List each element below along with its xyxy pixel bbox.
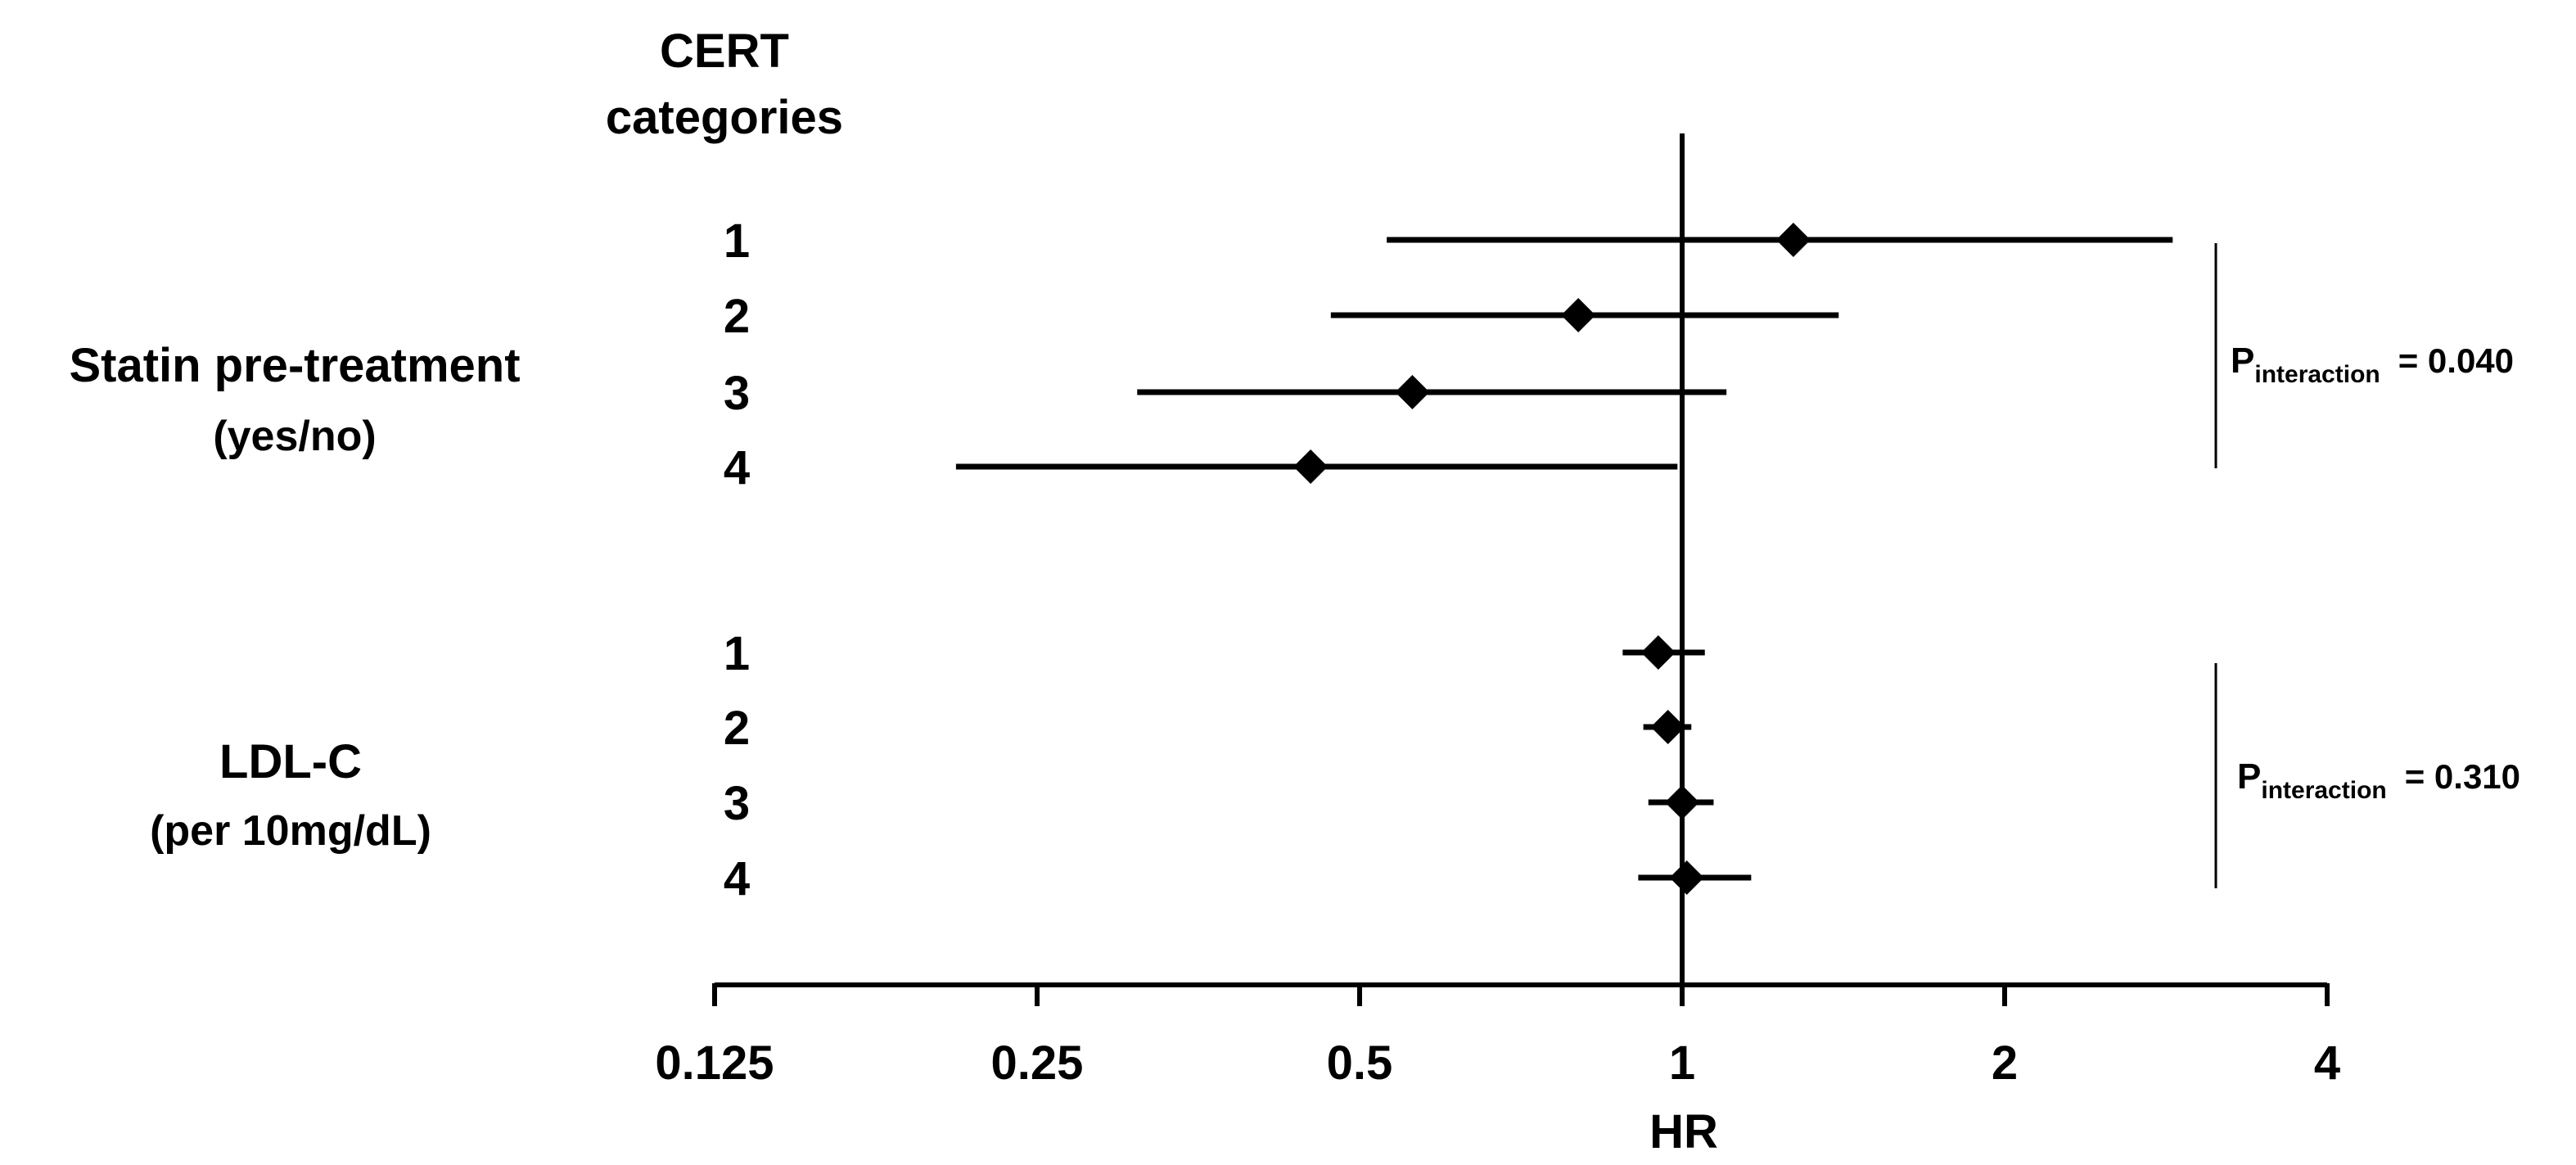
x-axis: 0.125 0.25 0.5 1 2 4 xyxy=(655,982,2340,1090)
p-interaction-ldl-value: = 0.310 xyxy=(2405,757,2520,796)
hazard-ratio-marker xyxy=(1640,635,1676,670)
hazard-ratio-marker xyxy=(1293,449,1329,484)
p-interaction-ldl-subscript: interaction xyxy=(2261,777,2386,804)
category-label: 3 xyxy=(724,777,750,830)
category-label: 3 xyxy=(724,367,750,420)
column-header-line-1: CERT xyxy=(660,25,789,78)
hazard-ratio-marker xyxy=(1561,298,1596,332)
category-label: 1 xyxy=(724,214,750,268)
p-interaction-ldl: Pinteraction = 0.310 xyxy=(2237,756,2520,804)
category-label: 1 xyxy=(724,627,750,680)
p-interaction-statin-value: = 0.040 xyxy=(2398,341,2514,380)
group-label-ldl-line-2: (per 10mg/dL) xyxy=(150,807,431,855)
x-tick-label: 0.5 xyxy=(1327,1036,1393,1090)
hazard-ratio-marker xyxy=(1669,860,1704,895)
p-interaction-statin-subscript: interaction xyxy=(2254,361,2380,388)
x-tick-label: 1 xyxy=(1669,1036,1695,1090)
group-label-ldl-line-1: LDL-C xyxy=(219,735,362,788)
forest-rows: 1 2 3 4 1 2 3 4 xyxy=(724,214,2173,905)
p-interaction-statin: Pinteraction = 0.040 xyxy=(2231,341,2514,388)
x-axis-label: HR xyxy=(1649,1105,1718,1158)
p-interaction-ldl-prefix: P xyxy=(2237,756,2261,797)
category-label: 2 xyxy=(724,290,750,343)
category-label: 2 xyxy=(724,702,750,755)
category-label: 4 xyxy=(724,441,750,494)
x-tick-label: 0.125 xyxy=(655,1036,774,1090)
hazard-ratio-marker xyxy=(1775,223,1811,257)
category-label: 4 xyxy=(724,852,750,905)
group-label-statin-line-1: Statin pre-treatment xyxy=(69,339,520,392)
hazard-ratio-marker xyxy=(1395,375,1430,409)
hazard-ratio-marker xyxy=(1665,785,1699,820)
group-label-statin-line-2: (yes/no) xyxy=(213,413,376,460)
hazard-ratio-marker xyxy=(1650,710,1685,744)
column-header-line-2: categories xyxy=(606,91,843,144)
p-interaction-statin-prefix: P xyxy=(2231,341,2254,381)
x-tick-label: 0.25 xyxy=(991,1036,1084,1090)
x-tick-label: 2 xyxy=(1992,1036,2018,1090)
x-tick-label: 4 xyxy=(2314,1036,2340,1090)
